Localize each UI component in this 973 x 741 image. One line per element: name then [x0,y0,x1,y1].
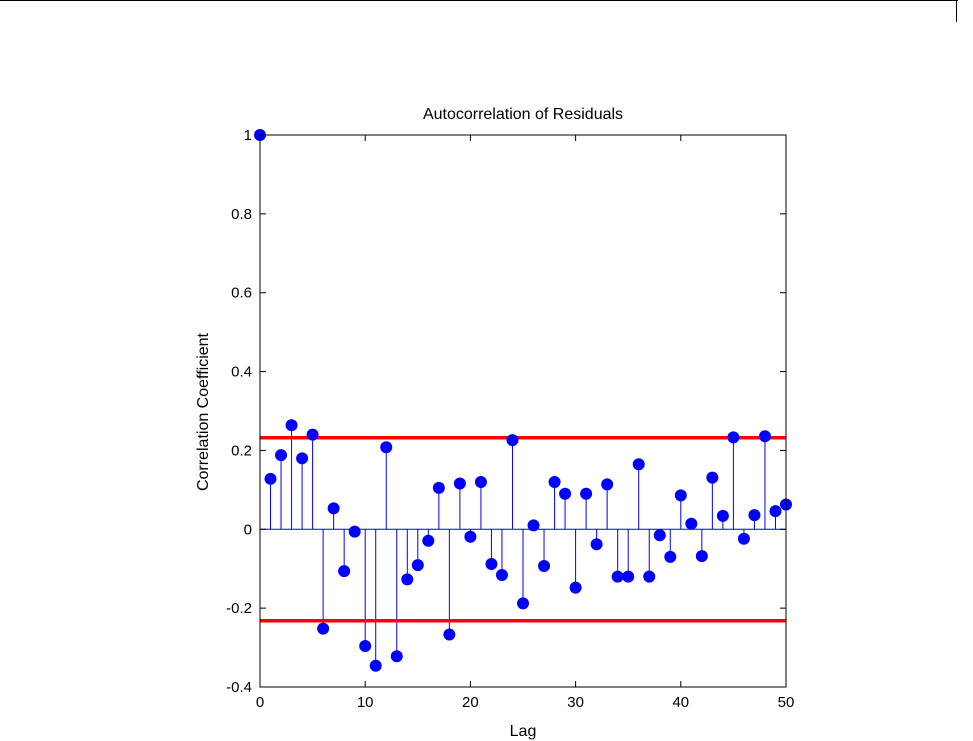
y-tick-label: -0.4 [226,679,252,696]
chart-title: Autocorrelation of Residuals [423,106,623,123]
data-point-marker [538,559,551,572]
plot-area-border [259,134,787,688]
data-point-marker [590,538,603,551]
data-point-marker [559,487,572,500]
data-point-marker [390,650,403,663]
window-right-border [956,0,957,22]
x-tick-label: 20 [462,694,479,711]
data-point-marker [653,529,666,542]
data-point-marker [369,659,382,672]
x-tick-label: 0 [256,694,264,711]
y-tick-label: 1 [244,127,252,144]
data-point-marker [664,550,677,563]
data-point-marker [327,502,340,515]
data-point-marker [632,458,645,471]
stems-layer [259,135,787,666]
data-point-marker [643,570,656,583]
data-point-marker [296,452,309,465]
x-tick-label: 10 [357,694,374,711]
data-point-marker [495,569,508,582]
y-tick-label: 0 [244,521,252,538]
x-tick-label: 30 [567,694,584,711]
data-point-marker [685,517,698,530]
data-point-marker [716,509,729,522]
x-axis-label: Lag [510,723,537,740]
data-point-marker [706,471,719,484]
data-point-marker [622,570,635,583]
y-tick-label: 0.8 [231,206,252,223]
data-point-marker [485,557,498,570]
data-point-marker [359,639,372,652]
data-point-marker [601,478,614,491]
data-point-marker [611,570,624,583]
data-point-marker [474,475,487,488]
axes-ticks-layer: 0 10 20 30 40 50 -0.4 -0.2 0 0.2 0.4 0.6 0.8 1 [226,127,794,711]
y-tick-label: -0.2 [226,600,252,617]
data-point-marker [285,419,298,432]
x-tick-label: 50 [778,694,795,711]
data-point-marker [306,428,319,441]
data-point-marker [432,481,445,494]
confidence-bounds-layer [260,436,786,623]
y-axis-label: Correlation Coefficient [195,332,212,491]
y-tick-label: 0.6 [231,285,252,302]
data-point-marker [548,475,561,488]
data-point-marker [348,525,361,538]
data-point-marker [748,509,761,522]
data-point-marker [275,449,288,462]
x-tick-label: 40 [672,694,689,711]
data-point-marker [411,559,424,572]
data-point-marker [527,519,540,532]
data-point-marker [737,532,750,545]
y-tick-label: 0.2 [231,442,252,459]
data-point-marker [769,505,782,518]
data-point-marker [464,530,477,543]
data-point-marker [443,628,456,641]
data-point-marker [453,477,466,490]
data-point-marker [727,431,740,444]
markers-layer [254,129,792,672]
data-point-marker [506,434,519,447]
data-point-marker [674,489,687,502]
window-top-border [0,0,958,1]
data-point-marker [422,534,435,547]
data-point-marker [758,430,771,443]
data-point-marker [338,565,351,578]
data-point-marker [317,622,330,635]
data-point-marker [569,581,582,594]
data-point-marker [264,472,277,485]
y-tick-label: 0.4 [231,364,252,381]
data-point-marker [580,487,593,500]
data-point-marker [695,550,708,563]
data-point-marker [380,441,393,454]
data-point-marker [401,573,414,586]
data-point-marker [517,597,529,610]
